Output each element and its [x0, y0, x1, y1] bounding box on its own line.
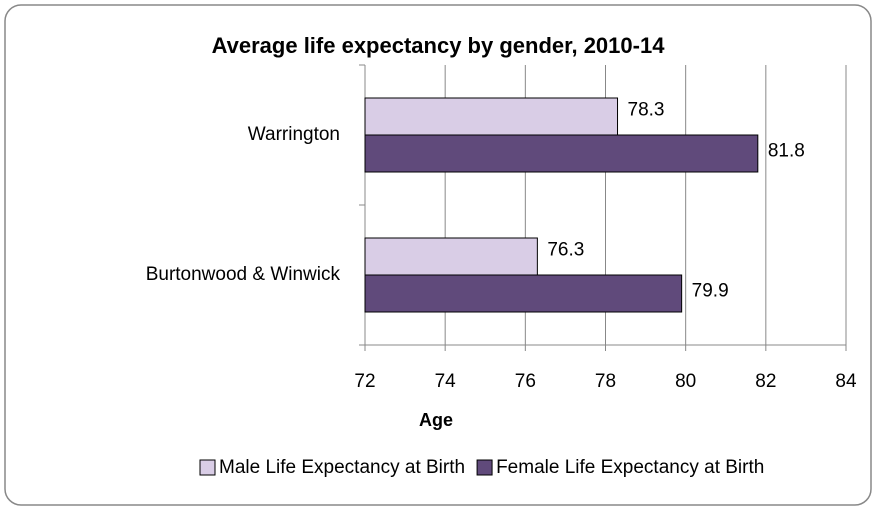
legend-swatch: [476, 459, 493, 476]
legend-swatch: [199, 459, 216, 476]
chart-title: Average life expectancy by gender, 2010-…: [212, 33, 666, 58]
x-tick-label: 82: [755, 371, 776, 392]
x-tick-label: 80: [675, 371, 696, 392]
x-tick-label: 72: [354, 371, 375, 392]
bar: [364, 237, 538, 276]
bar: [364, 97, 619, 136]
data-label: 79.9: [692, 281, 729, 302]
x-tick-label: 76: [515, 371, 536, 392]
y-tick-label: Burtonwood & Winwick: [146, 264, 341, 285]
data-label: 81.8: [768, 141, 805, 162]
x-axis-title: Age: [419, 410, 453, 430]
data-label: 76.3: [547, 240, 584, 261]
legend-label: Female Life Expectancy at Birth: [496, 457, 764, 478]
x-tick-label: 84: [835, 371, 857, 392]
x-tick-label: 74: [435, 371, 457, 392]
bar: [364, 274, 683, 313]
x-tick-label: 78: [595, 371, 616, 392]
bar: [364, 134, 759, 173]
legend-label: Male Life Expectancy at Birth: [219, 457, 465, 478]
data-label: 78.3: [628, 100, 665, 121]
y-tick-label: Warrington: [248, 124, 340, 145]
